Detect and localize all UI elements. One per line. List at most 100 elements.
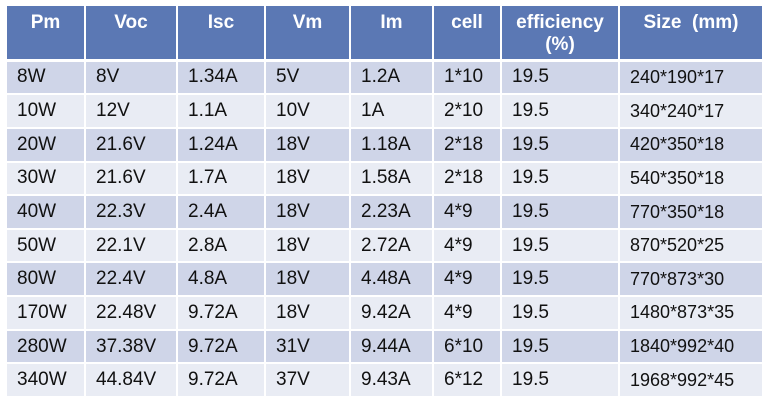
cell-im: 9.44A [350,329,434,365]
solar-panel-spec-table: Pm Voc Isc Vm Im cell efficiency (%) Siz… [7,6,762,398]
cell-vm: 18V [265,161,351,197]
cell-voc: 44.84V [85,363,178,398]
cell-pm: 170W [7,296,86,331]
cell-im: 1A [350,94,434,129]
cell-vm: 18V [265,195,351,230]
cell-cell: 1*10 [433,60,502,96]
cell-size: 770*350*18 [619,195,762,230]
cell-cell: 4*9 [433,296,502,331]
cell-pm: 340W [7,363,86,398]
cell-im: 1.58A [350,161,434,197]
cell-im: 2.72A [350,228,434,264]
cell-efficiency: 19.5 [501,127,620,163]
cell-isc: 4.8A [177,262,266,298]
cell-vm: 18V [265,296,351,331]
cell-im: 4.48A [350,262,434,298]
cell-size: 420*350*18 [619,127,762,163]
cell-isc: 9.72A [177,329,266,365]
table-body: 8W 8V 1.34A 5V 1.2A 1*10 19.5 240*190*17 10W 12V 1… [7,60,762,398]
cell-size: 1968*992*45 [619,363,762,398]
cell-pm: 10W [7,94,86,129]
cell-isc: 9.72A [177,296,266,331]
table-row: 80W 22.4V 4.8A 18V 4.48A 4*9 19.5 770*873*30 [7,262,762,298]
table-row: 20W 21.6V 1.24A 18V 1.18A 2*18 19.5 420*350*18 [7,127,762,163]
cell-vm: 31V [265,329,351,365]
cell-pm: 20W [7,127,86,163]
cell-voc: 21.6V [85,161,178,197]
cell-cell: 2*18 [433,127,502,163]
cell-voc: 22.48V [85,296,178,331]
table-row: 50W 22.1V 2.8A 18V 2.72A 4*9 19.5 870*520*25 [7,228,762,264]
header-isc: Isc [177,6,266,62]
cell-isc: 9.72A [177,363,266,398]
table-row: 8W 8V 1.34A 5V 1.2A 1*10 19.5 240*190*17 [7,60,762,96]
cell-im: 2.23A [350,195,434,230]
cell-im: 9.42A [350,296,434,331]
cell-cell: 2*18 [433,161,502,197]
header-vm: Vm [265,6,351,62]
header-efficiency: efficiency (%) [501,6,620,62]
cell-vm: 5V [265,60,351,96]
cell-efficiency: 19.5 [501,363,620,398]
cell-vm: 18V [265,127,351,163]
cell-vm: 37V [265,363,351,398]
table-row: 10W 12V 1.1A 10V 1A 2*10 19.5 340*240*17 [7,94,762,129]
cell-voc: 12V [85,94,178,129]
cell-isc: 2.8A [177,228,266,264]
cell-vm: 10V [265,94,351,129]
cell-efficiency: 19.5 [501,161,620,197]
cell-size: 1480*873*35 [619,296,762,331]
cell-isc: 1.1A [177,94,266,129]
cell-cell: 2*10 [433,94,502,129]
cell-voc: 37.38V [85,329,178,365]
cell-pm: 40W [7,195,86,230]
cell-efficiency: 19.5 [501,329,620,365]
cell-size: 240*190*17 [619,60,762,96]
cell-cell: 4*9 [433,228,502,264]
header-cell: cell [433,6,502,62]
header-size: Size (mm) [619,6,762,62]
cell-vm: 18V [265,228,351,264]
cell-im: 1.18A [350,127,434,163]
table-row: 340W 44.84V 9.72A 37V 9.43A 6*12 19.5 1968*992*… [7,363,762,398]
cell-isc: 1.7A [177,161,266,197]
cell-voc: 22.4V [85,262,178,298]
cell-cell: 6*12 [433,363,502,398]
header-voc: Voc [85,6,178,62]
cell-cell: 6*10 [433,329,502,365]
table-row: 170W 22.48V 9.72A 18V 9.42A 4*9 19.5 1480*873*3… [7,296,762,331]
cell-pm: 50W [7,228,86,264]
cell-efficiency: 19.5 [501,195,620,230]
cell-pm: 280W [7,329,86,365]
cell-size: 770*873*30 [619,262,762,298]
cell-cell: 4*9 [433,195,502,230]
cell-voc: 22.1V [85,228,178,264]
cell-isc: 2.4A [177,195,266,230]
cell-efficiency: 19.5 [501,60,620,96]
cell-pm: 8W [7,60,86,96]
cell-voc: 21.6V [85,127,178,163]
cell-efficiency: 19.5 [501,262,620,298]
cell-size: 1840*992*40 [619,329,762,365]
table-header-row: Pm Voc Isc Vm Im cell efficiency (%) Siz… [7,6,762,62]
cell-im: 9.43A [350,363,434,398]
cell-efficiency: 19.5 [501,296,620,331]
cell-pm: 80W [7,262,86,298]
cell-size: 340*240*17 [619,94,762,129]
cell-pm: 30W [7,161,86,197]
cell-size: 870*520*25 [619,228,762,264]
cell-efficiency: 19.5 [501,94,620,129]
cell-cell: 4*9 [433,262,502,298]
header-im: Im [350,6,434,62]
table-row: 30W 21.6V 1.7A 18V 1.58A 2*18 19.5 540*350*18 [7,161,762,197]
cell-voc: 22.3V [85,195,178,230]
table-row: 40W 22.3V 2.4A 18V 2.23A 4*9 19.5 770*350*18 [7,195,762,230]
cell-size: 540*350*18 [619,161,762,197]
cell-isc: 1.24A [177,127,266,163]
cell-voc: 8V [85,60,178,96]
cell-isc: 1.34A [177,60,266,96]
cell-efficiency: 19.5 [501,228,620,264]
table-row: 280W 37.38V 9.72A 31V 9.44A 6*10 19.5 1840*992*… [7,329,762,365]
header-pm: Pm [7,6,86,62]
cell-vm: 18V [265,262,351,298]
